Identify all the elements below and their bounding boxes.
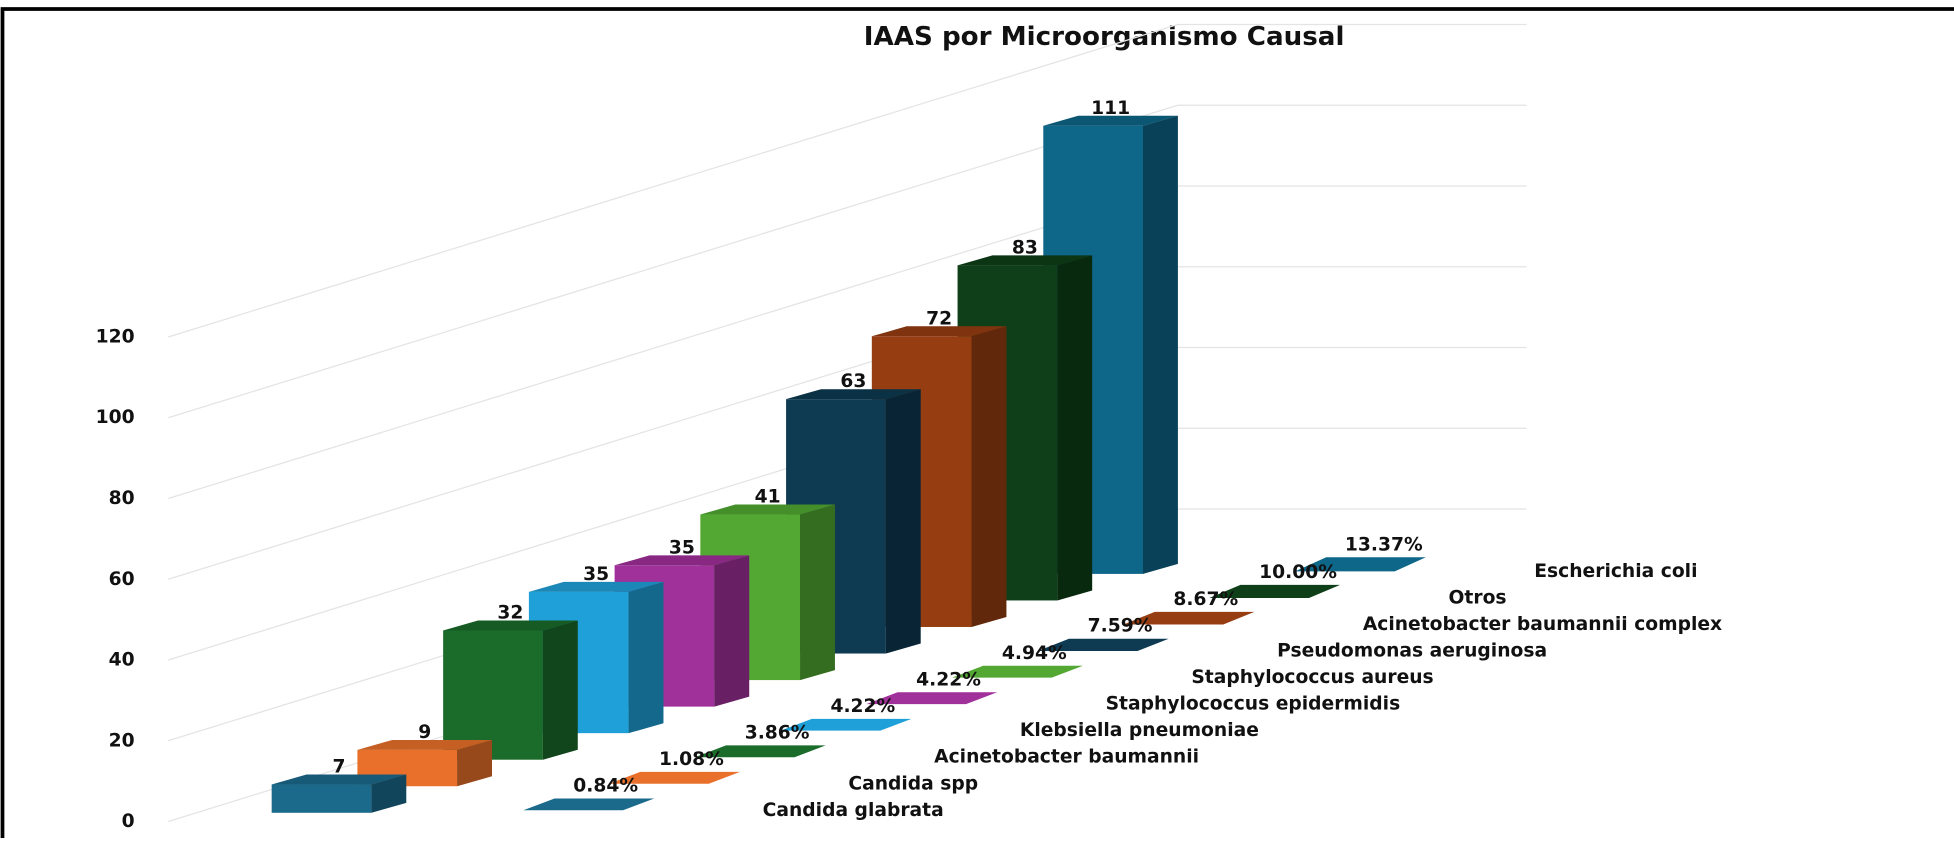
- percent-label: 1.08%: [659, 749, 724, 770]
- value-label: 111: [1091, 98, 1130, 119]
- category-label: Otros: [1449, 587, 1507, 608]
- bar-face: [443, 620, 578, 631]
- percent-mark: [866, 692, 998, 705]
- bar: [271, 774, 407, 813]
- bar-face: [800, 504, 835, 681]
- bar-face: [371, 774, 407, 813]
- y-tick-label: 100: [96, 407, 135, 428]
- percent-mark: [780, 718, 912, 731]
- bar: [357, 739, 492, 787]
- bar-face: [628, 581, 664, 734]
- y-tick-label: 120: [96, 327, 135, 348]
- bar: [1043, 115, 1178, 574]
- percent-label: 0.84%: [573, 775, 638, 796]
- bar-face: [443, 630, 543, 760]
- bar-face: [614, 555, 750, 566]
- y-tick-label: 0: [122, 811, 135, 832]
- grid-line: [168, 104, 1527, 419]
- category-label: Acinetobacter baumannii complex: [1363, 614, 1722, 635]
- bar: [443, 620, 578, 760]
- percent-label: 3.86%: [745, 722, 810, 743]
- y-tick-label: 80: [109, 488, 135, 509]
- percent-mark: [523, 798, 655, 811]
- bar-face: [971, 326, 1007, 627]
- bar-face: [1057, 255, 1093, 601]
- percent-mark: [952, 665, 1083, 678]
- bar-face: [528, 581, 664, 592]
- percent-mark: [1123, 611, 1255, 625]
- bar-face: [528, 581, 664, 592]
- percent-mark: [1209, 584, 1341, 598]
- percent-label: 7.59%: [1088, 616, 1153, 637]
- bar-face: [714, 555, 750, 707]
- bar-face: [700, 504, 835, 515]
- bar-face: [357, 739, 492, 750]
- percent-label: 4.22%: [916, 669, 981, 690]
- bar-face: [614, 555, 750, 566]
- bar-face: [957, 255, 1093, 266]
- category-label: Escherichia coli: [1534, 561, 1697, 582]
- bar-face: [542, 620, 578, 760]
- value-label: 83: [1012, 237, 1038, 258]
- frame: [0, 7, 1954, 842]
- percent-label: 4.94%: [1002, 643, 1067, 664]
- percent-label: 10.00%: [1259, 562, 1337, 583]
- bar-face: [443, 620, 578, 631]
- value-label: 32: [497, 603, 523, 624]
- value-label: 41: [755, 487, 781, 508]
- bar-face: [628, 581, 664, 734]
- value-label: 9: [418, 722, 431, 743]
- bar-face: [371, 774, 407, 813]
- bar-face: [1142, 115, 1178, 574]
- bar-face: [457, 739, 492, 787]
- bar-face: [542, 620, 578, 760]
- percent-label: 13.37%: [1345, 534, 1423, 555]
- y-tick-label: 60: [109, 569, 135, 590]
- bar-face: [786, 389, 921, 400]
- value-label: 7: [332, 757, 345, 778]
- category-label: Staphylococcus aureus: [1191, 667, 1433, 688]
- bar-face: [1057, 255, 1093, 601]
- value-label: 35: [669, 537, 695, 558]
- bar-face: [457, 739, 492, 787]
- bar-face: [1043, 115, 1178, 126]
- category-label: Pseudomonas aeruginosa: [1277, 641, 1547, 662]
- percent-mark: [609, 771, 740, 784]
- category-label: Acinetobacter baumannii: [934, 747, 1199, 768]
- value-label: 72: [926, 308, 952, 329]
- y-tick-label: 40: [109, 650, 135, 671]
- category-label: Klebsiella pneumoniae: [1020, 720, 1259, 741]
- bar-face: [957, 255, 1093, 266]
- category-label: Candida glabrata: [763, 800, 944, 821]
- percent-mark: [694, 745, 826, 758]
- bar-face: [271, 774, 407, 785]
- bar-face: [271, 774, 407, 785]
- bar-face: [1043, 115, 1178, 126]
- bar-face: [885, 389, 921, 654]
- percent-label: 4.22%: [830, 696, 895, 717]
- bar-face: [357, 739, 492, 750]
- bar-face: [1142, 115, 1178, 574]
- bar-face: [714, 555, 750, 707]
- percent-label: 8.67%: [1173, 589, 1238, 610]
- bar-face: [800, 504, 835, 681]
- percent-mark: [1295, 557, 1426, 572]
- percent-mark: [1037, 638, 1169, 652]
- bar-face: [871, 326, 1007, 337]
- bar-face: [885, 389, 921, 654]
- bar-face: [700, 504, 835, 515]
- grid-line: [168, 23, 1527, 338]
- value-label: 35: [583, 564, 609, 585]
- bar-face: [971, 326, 1007, 627]
- bar: [786, 389, 921, 654]
- category-label: Staphylococcus epidermidis: [1106, 694, 1401, 715]
- value-label: 63: [840, 371, 866, 392]
- bar-face: [271, 784, 372, 813]
- bar-face: [871, 326, 1007, 337]
- y-tick-label: 20: [109, 730, 135, 751]
- bar-face: [786, 389, 921, 400]
- category-label: Candida spp: [848, 773, 978, 794]
